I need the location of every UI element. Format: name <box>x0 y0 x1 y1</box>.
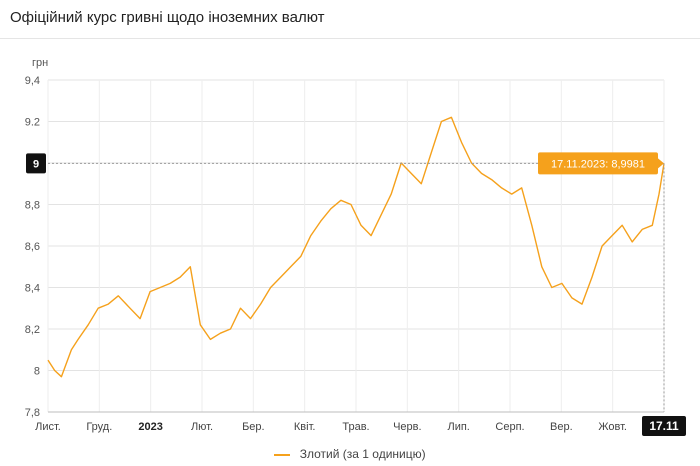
x-tick-label: 2023 <box>138 421 162 433</box>
page-title: Офіційний курс гривні щодо іноземних вал… <box>10 9 325 26</box>
x-tick-label: Черв. <box>393 421 421 433</box>
highlight-annotation: 9 17.11 17.11.2023: 8,9981 <box>26 152 686 436</box>
y-tick-label: 8,2 <box>25 324 40 336</box>
legend[interactable]: Злотий (за 1 одиницю) <box>0 447 700 461</box>
x-tick-label: Лист. <box>35 421 61 433</box>
x-tick-label: Трав. <box>342 421 369 433</box>
y-tick-labels: 7,8 8 8,2 8,4 8,6 8,8 9 9.2 9,4 <box>25 75 40 419</box>
x-tick-label: Жовт. <box>598 421 627 433</box>
series-line <box>47 116 665 378</box>
legend-swatch <box>274 453 291 456</box>
x-tick-labels: Лист. Груд. 2023 Лют. Бер. Квіт. Трав. Черв. Лип… <box>35 421 677 433</box>
chart-header: Офіційний курс гривні щодо іноземних вал… <box>0 0 700 39</box>
tooltip-arrow <box>658 158 664 169</box>
y-tick-label: 7,8 <box>25 407 40 419</box>
y-tick-label: 8,6 <box>25 241 40 253</box>
y-axis-label: грн <box>32 57 48 69</box>
x-tick-label: Лип. <box>447 421 469 433</box>
y-tick-label: 8,8 <box>25 200 40 212</box>
y-value-badge <box>26 153 46 174</box>
legend-label: Злотий (за 1 одиницю) <box>299 447 426 461</box>
x-tick-label: Серп. <box>495 421 524 433</box>
y-tick-label: 8 <box>34 366 40 378</box>
x-value-badge-label: 17.11 <box>649 419 679 433</box>
x-value-badge <box>642 416 686 436</box>
series-lines <box>47 116 665 378</box>
x-tick-label: Бер. <box>242 421 265 433</box>
x-tick-label: Лют. <box>191 421 213 433</box>
y-tick-label: 8,4 <box>25 283 40 295</box>
y-value-badge-label: 9 <box>33 158 39 170</box>
y-tick-label: 9.2 <box>25 117 40 129</box>
x-tick-label: Груд. <box>86 421 112 433</box>
x-tick-label: Вер. <box>550 421 573 433</box>
tooltip-label: 17.11.2023: 8,9981 <box>551 158 645 170</box>
grid-lines <box>47 79 665 413</box>
tooltip <box>538 152 658 175</box>
y-tick-label: 9,4 <box>25 75 40 87</box>
x-tick-label: Квіт. <box>294 421 316 433</box>
